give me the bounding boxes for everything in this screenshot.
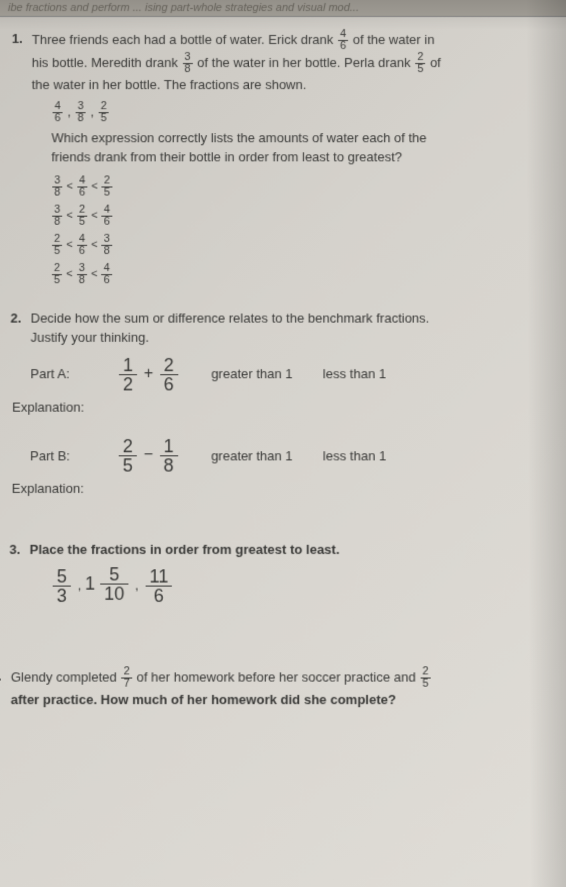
q1-shown-fractions: 46 , 38 , 25 — [52, 101, 537, 124]
fraction: 25 — [99, 101, 109, 124]
q2-partB-row: Part B: 25 − 18 greater than 1 less than… — [30, 437, 538, 475]
opt-greater[interactable]: greater than 1 — [211, 364, 292, 384]
fraction: 25 — [415, 52, 425, 75]
opt-less[interactable]: less than 1 — [323, 446, 386, 466]
explanation-label: Explanation: — [12, 479, 539, 499]
q2-number: 2. — [10, 308, 21, 328]
q1-choices: 38 < 46 < 25 38 < 25 < 46 25 < 46 — [51, 175, 537, 286]
q1-choice[interactable]: 38 < 46 < 25 — [51, 175, 537, 198]
content-area: 1. Three friends each had a bottle of wa… — [0, 17, 566, 745]
q4-text: Glendy completed 27 of her homework befo… — [11, 666, 539, 710]
q1-prompt: Which expression correctly lists the amo… — [51, 128, 536, 167]
partB-label: Part B: — [30, 446, 86, 466]
fraction: 38 — [76, 101, 86, 124]
fraction: 46 — [53, 101, 63, 124]
explanation-label: Explanation: — [12, 397, 538, 417]
q3-fractions: 53 , 1510 , 116 — [50, 565, 539, 605]
q1-choice[interactable]: 38 < 25 < 46 — [51, 204, 537, 227]
q1-choice[interactable]: 25 < 38 < 46 — [51, 263, 537, 286]
opt-greater[interactable]: greater than 1 — [211, 446, 293, 466]
fraction: 25 — [420, 666, 430, 690]
opt-less[interactable]: less than 1 — [323, 364, 386, 384]
fraction: 27 — [121, 666, 131, 690]
q3-text: Place the fractions in order from greate… — [30, 539, 539, 559]
q3-number: 3. — [9, 539, 20, 559]
q2-text: Decide how the sum or difference relates… — [30, 308, 537, 347]
fraction: 38 — [182, 52, 192, 75]
q2-partA-row: Part A: 12 + 26 greater than 1 less than… — [30, 355, 537, 392]
partB-expression: 25 − 18 — [116, 437, 181, 475]
header-strip: ibe fractions and perform ... ising part… — [0, 0, 566, 17]
question-3: 3. Place the fractions in order from gre… — [27, 539, 538, 605]
q1-number: 1. — [12, 29, 23, 49]
q4-number: 4. — [0, 666, 2, 686]
question-4: 4. Glendy completed 27 of her homework b… — [9, 666, 539, 710]
question-2: 2. Decide how the sum or difference rela… — [28, 308, 538, 499]
partA-expression: 12 + 26 — [116, 355, 181, 392]
fraction: 46 — [338, 29, 348, 52]
worksheet-page: ibe fractions and perform ... ising part… — [0, 0, 566, 887]
partA-label: Part A: — [30, 364, 85, 384]
q1-choice[interactable]: 25 < 46 < 38 — [51, 233, 537, 256]
q1-text: Three friends each had a bottle of water… — [32, 29, 537, 95]
question-1: 1. Three friends each had a bottle of wa… — [29, 29, 538, 286]
